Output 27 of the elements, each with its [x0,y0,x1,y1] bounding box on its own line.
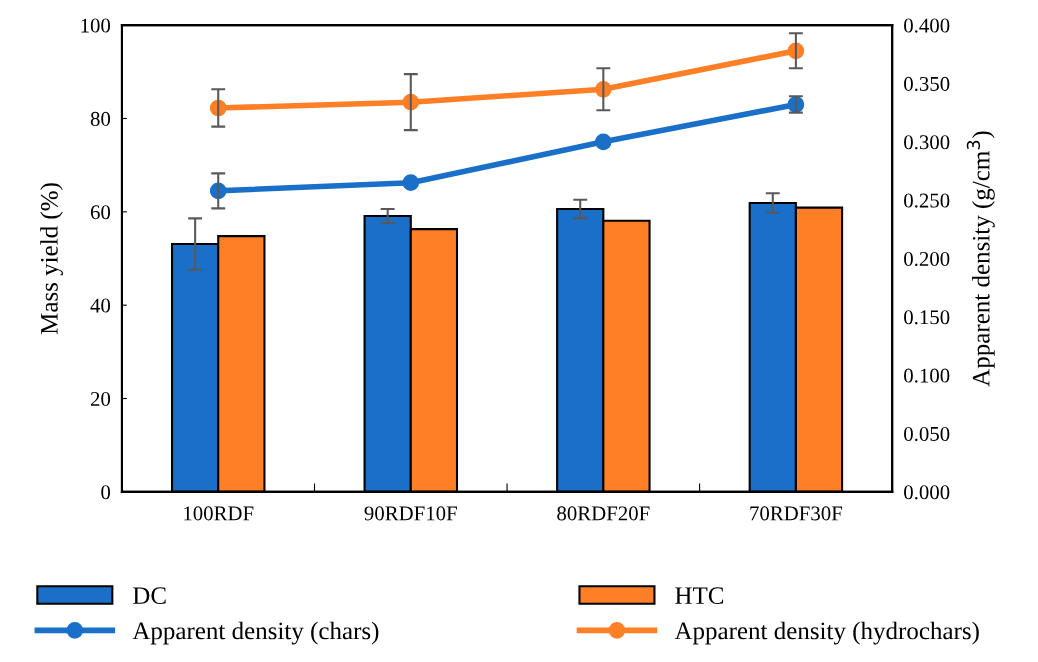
y-tick-label: 40 [90,298,111,313]
y2-tick-label: 0.150 [904,310,950,325]
y2-axis-title: Apparent density (g/cm$^{3}$) [966,131,995,387]
legend-label: Apparent density (hydrochars) [674,621,979,645]
y2-tick-label: 0.200 [904,251,950,267]
y-tick-label: 20 [90,391,111,406]
y-tick-label: 80 [90,111,111,126]
y2-tick-label: 0.400 [904,18,950,33]
legend-label: Apparent density (chars) [132,621,379,645]
legend-label: HTC [675,587,724,605]
y-tick-label: 0 [101,485,111,500]
y2-tick-label: 0.050 [904,426,950,442]
y2-tick-label: 0.100 [904,368,950,383]
legend-label: DC [133,587,166,605]
x-tick-label: 70RDF30F [750,506,843,521]
y-tick-label: 60 [90,205,111,220]
y-axis-title: Mass yield (%) [40,183,63,335]
x-tick-label: 80RDF20F [557,506,650,521]
y2-tick-label: 0.250 [904,193,950,208]
point [595,133,612,151]
y-tick-label: 100 [81,18,111,33]
x-tick-label: 100RDF [184,506,254,521]
y2-tick-label: 0.300 [904,135,950,150]
x-tick-label: 90RDF10F [364,506,457,521]
y2-tick-label: 0.350 [904,76,950,92]
point [402,174,420,192]
y2-tick-label: 0.000 [904,485,950,500]
